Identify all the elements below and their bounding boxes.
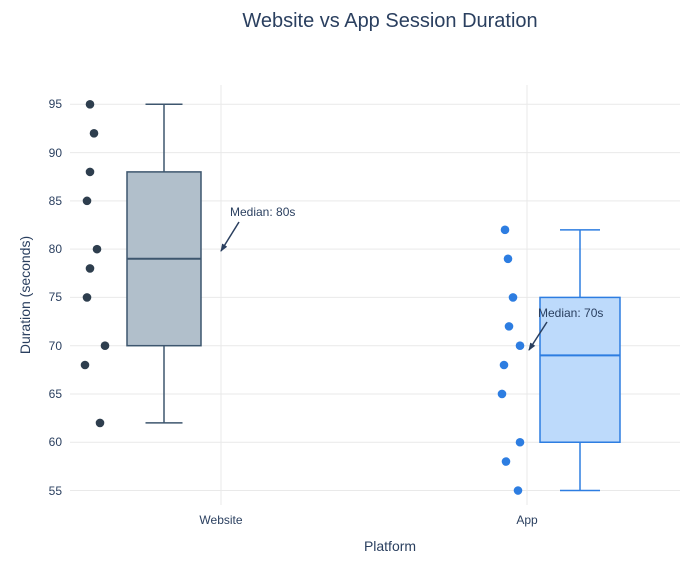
data-point xyxy=(95,418,105,428)
data-point xyxy=(501,457,511,466)
data-point xyxy=(497,389,507,399)
y-axis-title: Duration (seconds) xyxy=(17,235,33,355)
annotation-arrows xyxy=(220,221,548,351)
data-point xyxy=(82,196,92,206)
data-point xyxy=(80,360,90,370)
data-point xyxy=(513,486,523,495)
data-point xyxy=(92,244,102,254)
x-axis-title: Platform xyxy=(363,538,417,554)
box-series xyxy=(80,100,621,495)
data-point xyxy=(508,293,518,302)
data-point xyxy=(85,100,95,109)
box-app xyxy=(539,296,621,443)
data-point xyxy=(89,128,99,138)
data-point xyxy=(85,264,95,273)
annotation-arrow xyxy=(220,221,240,252)
data-point xyxy=(499,360,509,370)
data-point xyxy=(503,254,513,264)
data-point xyxy=(100,341,110,350)
data-point xyxy=(82,293,92,302)
data-point xyxy=(515,341,525,350)
annotation-arrow xyxy=(528,321,548,351)
data-point xyxy=(500,225,510,235)
data-point xyxy=(504,322,514,331)
data-point xyxy=(85,167,95,177)
chart-title: Website vs App Session Duration xyxy=(242,10,538,32)
data-point xyxy=(515,437,525,447)
